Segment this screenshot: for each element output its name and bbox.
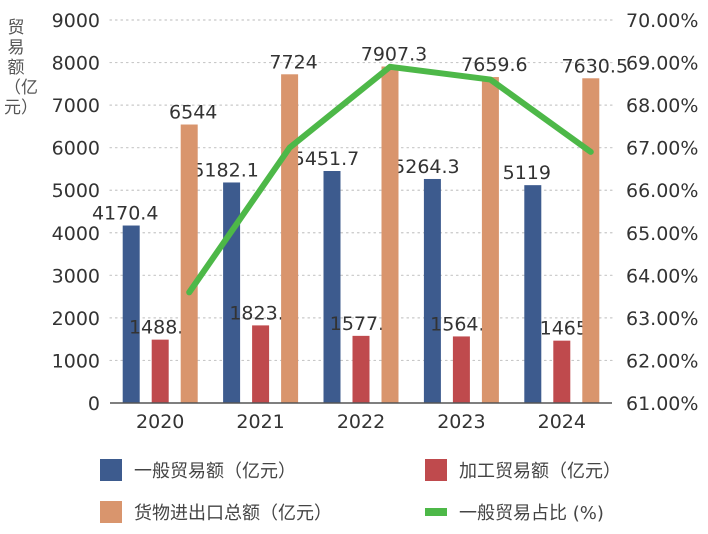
y2-tick-label: 68.00% xyxy=(626,95,698,117)
bar-value-label: 1564.3 xyxy=(430,313,496,335)
y-tick-label: 7000 xyxy=(52,95,100,117)
share-line xyxy=(186,63,594,296)
bar-value-label: 7630.5 xyxy=(562,55,628,77)
bar xyxy=(582,78,600,403)
y-axis-title: 贸易额（亿元） xyxy=(4,18,38,118)
y2-tick-label: 67.00% xyxy=(626,138,698,160)
y-tick-label: 4000 xyxy=(52,223,100,245)
y2-tick-label: 61.00% xyxy=(626,393,698,415)
bar-value-label: 1577.8 xyxy=(330,313,396,335)
y2-tick-label: 64.00% xyxy=(626,265,698,287)
bar xyxy=(122,225,140,403)
bar xyxy=(452,336,470,403)
bar-value-label: 4170.4 xyxy=(92,203,158,225)
bar-value-label: 7659.6 xyxy=(461,54,527,76)
bar xyxy=(323,170,341,403)
bar-value-label: 1488.9 xyxy=(129,317,195,339)
bar-value-label: 5451.7 xyxy=(293,148,359,170)
bar xyxy=(524,185,542,403)
y-tick-label: 5000 xyxy=(52,180,100,202)
bar xyxy=(151,339,169,403)
bar xyxy=(281,74,299,403)
y-tick-label: 8000 xyxy=(52,53,100,75)
bar-value-label: 7907.3 xyxy=(361,44,427,66)
bar xyxy=(252,325,270,403)
bar-value-label: 5182.1 xyxy=(192,159,258,181)
bar xyxy=(223,182,241,403)
bar-value-label: 5119 xyxy=(503,162,551,184)
y-tick-label: 9000 xyxy=(52,10,100,32)
bar-value-label: 7724 xyxy=(269,51,317,73)
bar-value-label: 1465 xyxy=(540,318,588,340)
bar xyxy=(381,66,399,403)
bar xyxy=(423,178,441,403)
y-tick-label: 3000 xyxy=(52,265,100,287)
y-tick-label: 6000 xyxy=(52,138,100,160)
bar xyxy=(352,335,370,403)
bar-value-label: 6544 xyxy=(169,102,217,124)
bar-value-label: 1823.8 xyxy=(229,302,295,324)
bar xyxy=(553,340,571,403)
x-tick-label: 2021 xyxy=(236,411,284,433)
bar xyxy=(481,77,499,403)
y-tick-label: 0 xyxy=(88,393,100,415)
y2-tick-label: 65.00% xyxy=(626,223,698,245)
y-tick-label: 2000 xyxy=(52,308,100,330)
y-tick-label: 1000 xyxy=(52,350,100,372)
x-tick-label: 2024 xyxy=(538,411,586,433)
y2-tick-label: 70.00% xyxy=(626,10,698,32)
y2-tick-label: 66.00% xyxy=(626,180,698,202)
x-tick-label: 2022 xyxy=(337,411,385,433)
x-tick-label: 2023 xyxy=(437,411,485,433)
y2-tick-label: 63.00% xyxy=(626,308,698,330)
bar xyxy=(180,124,198,403)
y2-tick-label: 62.00% xyxy=(626,350,698,372)
y2-tick-label: 69.00% xyxy=(626,53,698,75)
bar-value-label: 5264.3 xyxy=(393,156,459,178)
x-tick-label: 2020 xyxy=(136,411,184,433)
